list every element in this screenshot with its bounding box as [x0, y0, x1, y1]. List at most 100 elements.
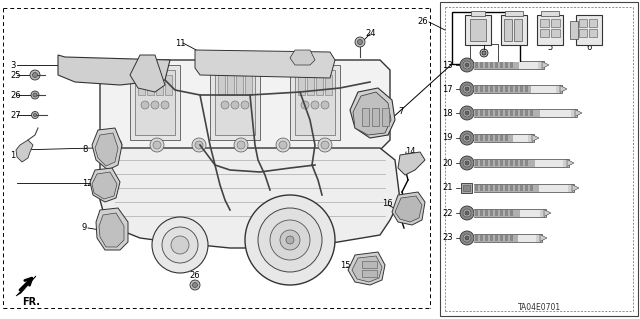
Circle shape: [465, 211, 469, 215]
Bar: [520, 185, 523, 191]
Text: 26: 26: [189, 271, 200, 279]
Circle shape: [463, 109, 471, 117]
Bar: [362, 108, 369, 126]
Bar: [513, 135, 528, 142]
Bar: [210, 65, 260, 140]
Bar: [520, 210, 540, 217]
Polygon shape: [58, 55, 170, 85]
Bar: [505, 210, 508, 216]
Bar: [156, 75, 163, 95]
Text: 20: 20: [442, 159, 453, 167]
Bar: [475, 62, 478, 68]
Circle shape: [460, 131, 474, 145]
Text: 26: 26: [417, 18, 428, 26]
Bar: [510, 110, 513, 116]
Bar: [474, 109, 577, 117]
Bar: [525, 160, 528, 166]
Bar: [307, 75, 314, 95]
Circle shape: [276, 138, 290, 152]
Bar: [500, 235, 503, 241]
Bar: [480, 110, 483, 116]
Bar: [530, 185, 533, 191]
Polygon shape: [90, 168, 120, 202]
Bar: [579, 19, 587, 27]
Bar: [520, 110, 523, 116]
Circle shape: [463, 209, 471, 217]
Bar: [475, 235, 478, 241]
Bar: [505, 110, 508, 116]
Polygon shape: [532, 135, 539, 142]
Circle shape: [465, 161, 469, 165]
Bar: [480, 160, 483, 166]
Bar: [525, 185, 528, 191]
Circle shape: [465, 236, 469, 240]
Circle shape: [279, 141, 287, 149]
Bar: [490, 210, 493, 216]
Circle shape: [465, 87, 469, 91]
Circle shape: [237, 141, 245, 149]
Polygon shape: [16, 276, 36, 296]
Text: 22: 22: [442, 209, 453, 218]
Bar: [474, 159, 569, 167]
Circle shape: [460, 58, 474, 72]
Polygon shape: [100, 148, 400, 248]
Polygon shape: [195, 50, 335, 78]
Polygon shape: [350, 88, 395, 138]
Bar: [490, 160, 493, 166]
Circle shape: [231, 101, 239, 109]
Bar: [474, 134, 534, 142]
Bar: [539, 184, 568, 191]
Circle shape: [30, 70, 40, 80]
Circle shape: [460, 106, 474, 120]
Bar: [505, 185, 508, 191]
Text: 21: 21: [442, 183, 453, 192]
Bar: [485, 210, 488, 216]
Bar: [495, 86, 498, 92]
Bar: [475, 210, 478, 216]
Bar: [541, 11, 559, 16]
Polygon shape: [542, 62, 549, 69]
Bar: [215, 70, 255, 135]
Bar: [245, 75, 252, 95]
Bar: [474, 184, 539, 191]
Bar: [372, 108, 379, 126]
Circle shape: [162, 227, 198, 263]
Circle shape: [150, 138, 164, 152]
Bar: [514, 19, 522, 41]
Bar: [505, 235, 508, 241]
Bar: [525, 86, 528, 92]
Circle shape: [465, 111, 469, 115]
Bar: [295, 70, 335, 135]
Bar: [470, 44, 498, 62]
Polygon shape: [100, 60, 390, 150]
Bar: [500, 185, 503, 191]
Bar: [551, 29, 560, 37]
Bar: [589, 19, 597, 27]
Polygon shape: [95, 133, 118, 166]
Bar: [165, 75, 172, 95]
Bar: [495, 185, 498, 191]
Circle shape: [463, 159, 471, 167]
Circle shape: [270, 220, 310, 260]
Bar: [130, 65, 180, 140]
Circle shape: [241, 101, 249, 109]
Bar: [474, 135, 513, 142]
Text: 7: 7: [398, 108, 403, 116]
Bar: [135, 70, 175, 135]
Bar: [500, 110, 503, 116]
Bar: [485, 110, 488, 116]
Circle shape: [193, 283, 198, 287]
Bar: [519, 62, 538, 69]
Bar: [474, 85, 531, 93]
Circle shape: [463, 134, 471, 142]
Bar: [495, 210, 498, 216]
Text: 4: 4: [511, 43, 516, 53]
Bar: [236, 75, 243, 95]
Bar: [485, 62, 488, 68]
Bar: [505, 135, 508, 141]
Bar: [504, 19, 512, 41]
Text: 24: 24: [365, 29, 376, 39]
Bar: [500, 210, 503, 216]
Bar: [325, 75, 332, 95]
Circle shape: [355, 37, 365, 47]
